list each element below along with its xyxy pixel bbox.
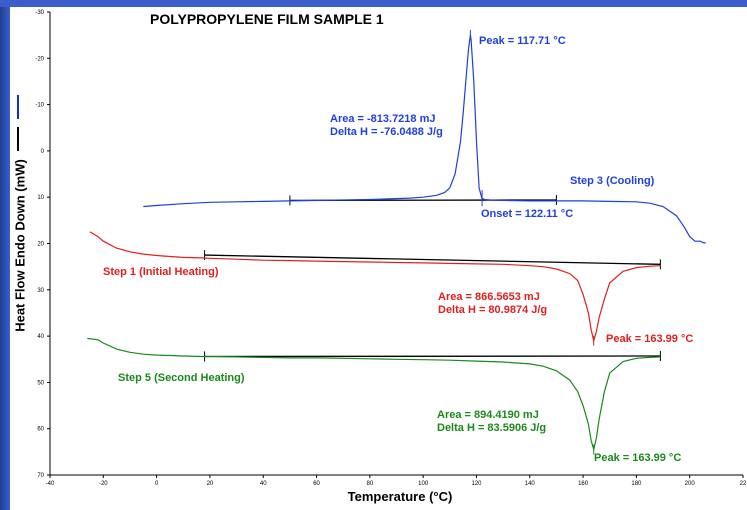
y-tick-label: -10 [35,103,44,109]
baseline-line [204,254,661,265]
y-tick-label: 0 [41,149,45,155]
x-axis-title: Temperature (°C) [347,489,453,504]
x-tick-label: 80 [367,481,374,487]
x-tick-label: -20 [99,481,108,487]
area-cooling-label: Area = -813.7218 mJ [330,113,436,125]
onset-cooling-label: Onset = 122.11 °C [481,208,574,220]
y-tick-label: 40 [37,334,44,340]
series-line [143,35,706,244]
baselines [204,194,661,362]
series-lines [87,30,706,455]
step5-label: Step 5 (Second Heating) [118,372,245,384]
chart-title: POLYPROPYLENE FILM SAMPLE 1 [150,11,384,27]
x-tick-label: 120 [471,481,482,487]
y-tick-label: -30 [35,10,44,16]
y-tick-label: 30 [37,288,44,294]
x-tick-label: 60 [313,481,320,487]
peak-initial-label: Peak = 163.99 °C [606,333,694,345]
area-second-label: Area = 894.4190 mJ [437,409,539,421]
y-tick-label: 50 [37,380,44,386]
x-tick-label: 200 [685,481,696,487]
deltah-cooling-label: Delta H = -76.0488 J/g [330,126,443,138]
y-tick-label: 60 [37,427,44,433]
y-tick-label: 10 [37,195,44,201]
y-tick-label: 20 [37,242,44,248]
step1-label: Step 1 (Initial Heating) [103,266,219,278]
x-tick-label: 160 [578,481,589,487]
peak-second-label: Peak = 163.99 °C [594,452,682,464]
x-tick-label: 22 [740,481,747,487]
x-tick-label: 20 [207,481,214,487]
legend-line-blue [17,95,19,119]
y-axis-title: Heat Flow Endo Down (mW) [12,159,28,332]
x-tick-label: 40 [260,481,267,487]
x-tick-label: 0 [155,481,159,487]
legend-line-black [17,127,19,151]
deltah-initial-label: Delta H = 80.9874 J/g [438,304,548,316]
peak-cooling-label: Peak = 117.71 °C [479,35,566,47]
y-tick-label: -20 [35,56,44,62]
x-tick-label: 140 [525,481,536,487]
side-band [0,7,10,510]
x-tick-label: 180 [631,481,642,487]
y-tick-label: 70 [37,473,44,479]
series-line [87,337,661,452]
x-tick-label: 100 [418,481,429,487]
top-band [0,0,747,7]
series-line [89,231,661,344]
area-initial-label: Area = 866.5653 mJ [438,291,540,303]
x-tick-label: -40 [46,481,55,487]
axes: -30 -20 -10 0 10 20 30 40 50 60 70-40 -20 0 20 40 60 80 1… [35,10,747,487]
deltah-second-label: Delta H = 83.5906 J/g [437,422,547,434]
step3-label: Step 3 (Cooling) [570,175,655,187]
